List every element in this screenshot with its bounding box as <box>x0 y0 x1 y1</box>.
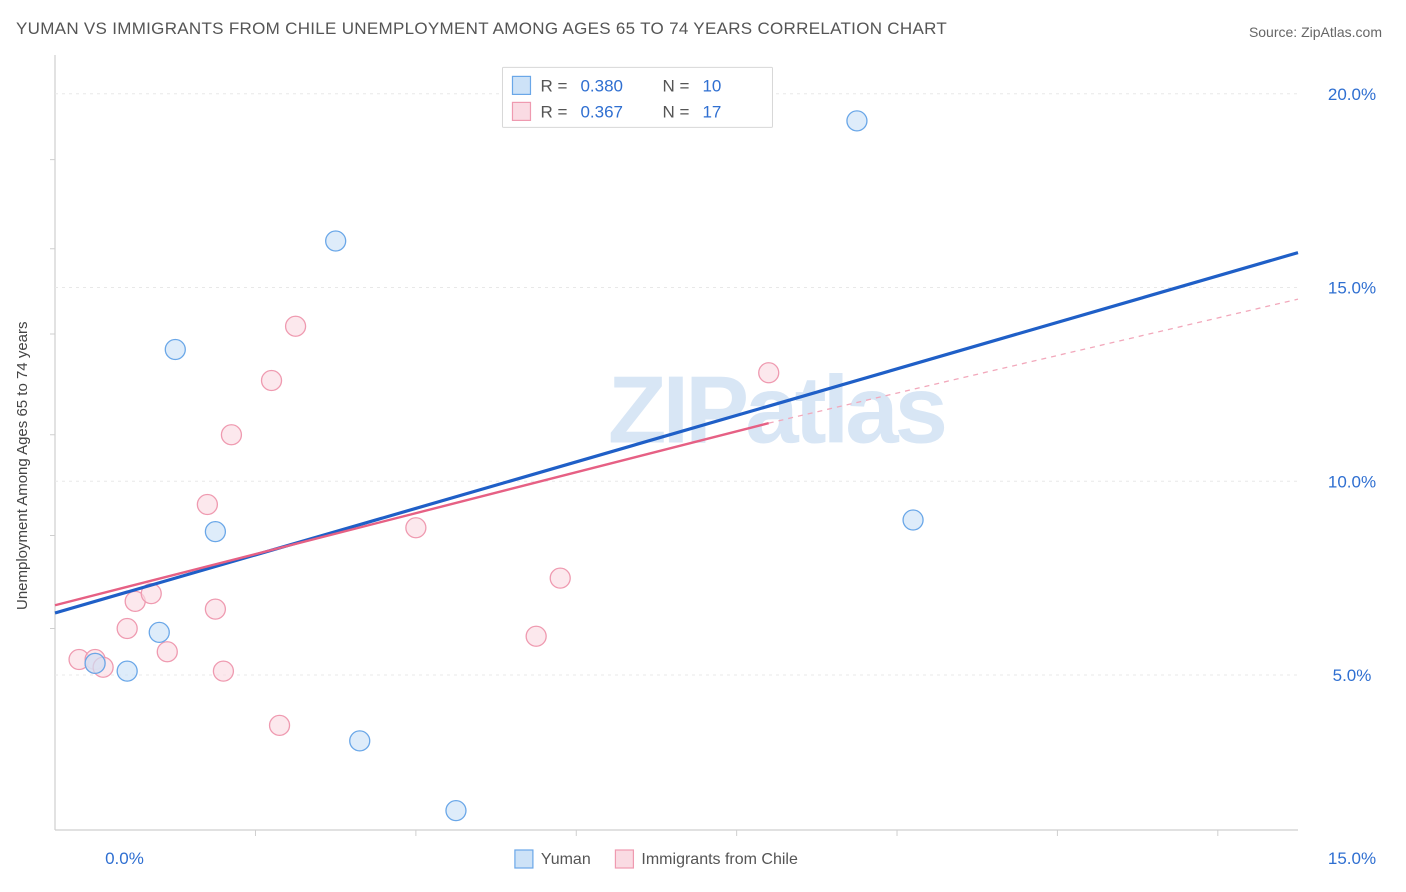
series-b-point <box>197 495 217 515</box>
series-a-point <box>149 622 169 642</box>
series-b-point <box>262 371 282 391</box>
series-b-point <box>221 425 241 445</box>
chart-title: YUMAN VS IMMIGRANTS FROM CHILE UNEMPLOYM… <box>16 19 947 38</box>
bottom-legend-label: Immigrants from Chile <box>641 851 798 868</box>
legend-n-label: N = <box>662 102 689 121</box>
series-b-point <box>117 619 137 639</box>
x-tick-label: 0.0% <box>105 849 144 868</box>
legend-r-label: R = <box>540 102 567 121</box>
series-a-point <box>117 661 137 681</box>
legend-swatch <box>512 102 530 120</box>
y-axis-title: Unemployment Among Ages 65 to 74 years <box>14 321 31 610</box>
bottom-legend-label: Yuman <box>541 851 591 868</box>
bottom-legend-swatch <box>615 850 633 868</box>
legend-r-label: R = <box>540 76 567 95</box>
bottom-legend-swatch <box>515 850 533 868</box>
y-tick-label: 20.0% <box>1328 85 1376 104</box>
legend-n-value: 10 <box>702 76 721 95</box>
series-b-point <box>213 661 233 681</box>
series-b-point <box>270 715 290 735</box>
y-tick-label: 5.0% <box>1333 666 1372 685</box>
series-a-point <box>326 231 346 251</box>
series-a-point <box>446 801 466 821</box>
series-b-point <box>759 363 779 383</box>
y-tick-label: 15.0% <box>1328 279 1376 298</box>
series-b-regression-solid <box>55 423 769 605</box>
series-a-point <box>205 522 225 542</box>
series-b-point <box>157 642 177 662</box>
legend-n-label: N = <box>662 76 689 95</box>
series-a-point <box>165 340 185 360</box>
series-b-point <box>550 568 570 588</box>
correlation-chart: YUMAN VS IMMIGRANTS FROM CHILE UNEMPLOYM… <box>0 0 1406 892</box>
series-a-point <box>847 111 867 131</box>
series-a-point <box>903 510 923 530</box>
source-label: Source: ZipAtlas.com <box>1249 24 1382 40</box>
series-b-point <box>526 626 546 646</box>
legend-swatch <box>512 76 530 94</box>
series-b-point <box>406 518 426 538</box>
x-tick-label: 15.0% <box>1328 849 1376 868</box>
series-b-point <box>286 316 306 336</box>
legend-n-value: 17 <box>702 102 721 121</box>
legend-r-value: 0.380 <box>580 76 623 95</box>
series-a-point <box>85 653 105 673</box>
series-a-point <box>350 731 370 751</box>
y-tick-label: 10.0% <box>1328 472 1376 491</box>
series-b-point <box>205 599 225 619</box>
legend-r-value: 0.367 <box>580 102 623 121</box>
